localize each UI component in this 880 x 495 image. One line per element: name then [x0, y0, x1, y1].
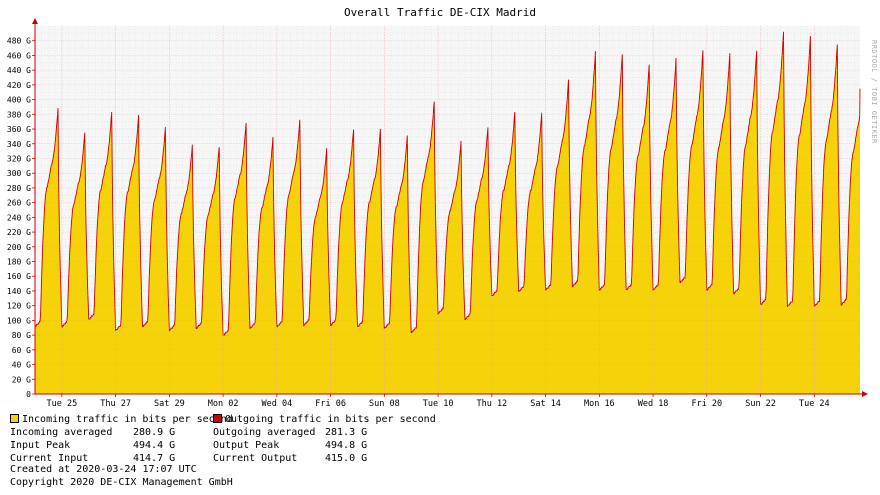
rrdtool-credit: RRDTOOL / TOBI OETIKER	[870, 40, 878, 144]
stat-label: Output Peak	[213, 440, 280, 451]
y-tick-label: 240 G	[7, 213, 31, 222]
y-tick-label: 260 G	[7, 199, 31, 208]
stat-value: 494.8 G	[325, 440, 368, 451]
y-tick-label: 60 G	[12, 346, 31, 355]
stat-incoming-averaged: Incoming averaged 280.9 G	[10, 426, 233, 439]
y-tick-label: 100 G	[7, 316, 31, 325]
incoming-traffic-area	[35, 32, 860, 394]
stat-label: Input Peak	[10, 440, 71, 451]
y-tick-label: 20 G	[12, 375, 31, 384]
stat-output-peak: Output Peak 494.8 G	[213, 439, 436, 452]
y-tick-label: 40 G	[12, 361, 31, 370]
stat-value: 494.4 G	[133, 440, 176, 451]
x-tick-label: Wed 04	[261, 399, 292, 409]
legend-incoming-label: Incoming traffic in bits per second	[22, 414, 233, 425]
outgoing-swatch	[213, 413, 222, 423]
y-axis-arrow	[32, 18, 38, 24]
x-axis-arrow	[862, 391, 868, 397]
y-tick-label: 180 G	[7, 258, 31, 267]
stat-label: Current Input	[10, 453, 89, 464]
outgoing-traffic-line	[34, 31, 861, 336]
stat-current-input: Current Input 414.7 G	[10, 452, 233, 465]
y-tick-label: 220 G	[7, 228, 31, 237]
y-tick-label: 160 G	[7, 272, 31, 281]
y-tick-label: 460 G	[7, 51, 31, 60]
x-tick-label: Wed 18	[638, 399, 669, 409]
x-tick-label: Sat 14	[530, 399, 561, 409]
stat-label: Incoming averaged	[10, 427, 113, 438]
x-tick-label: Mon 02	[208, 399, 239, 409]
outgoing-column: Outgoing traffic in bits per second Outg…	[213, 413, 436, 465]
copyright-notice: Copyright 2020 DE-CIX Management GmbH	[10, 477, 233, 488]
stat-input-peak: Input Peak 494.4 G	[10, 439, 233, 452]
stat-label: Current Output	[213, 453, 298, 464]
stat-label: Outgoing averaged	[213, 427, 316, 438]
x-tick-label: Tue 24	[799, 399, 830, 409]
y-tick-label: 380 G	[7, 110, 31, 119]
x-tick-label: Tue 25	[47, 399, 78, 409]
stat-value: 281.3 G	[325, 427, 368, 438]
chart-svg: 0 20 G 40 G 60 G 80 G 100 G 120 G 140 G 160 G 180…	[7, 18, 868, 409]
stat-outgoing-averaged: Outgoing averaged 281.3 G	[213, 426, 436, 439]
y-tick-label: 360 G	[7, 125, 31, 134]
y-tick-label: 420 G	[7, 81, 31, 90]
y-tick-label: 120 G	[7, 302, 31, 311]
legend-outgoing-label: Outgoing traffic in bits per second	[225, 414, 436, 425]
x-tick-label: Sun 08	[369, 399, 400, 409]
y-tick-label: 80 G	[12, 331, 31, 340]
x-tick-label: Sun 22	[745, 399, 776, 409]
y-tick-label: 0	[26, 390, 31, 399]
created-timestamp: Created at 2020-03-24 17:07 UTC	[10, 464, 197, 475]
legend-stats: Incoming traffic in bits per second Inco…	[10, 413, 870, 493]
y-tick-label: 300 G	[7, 169, 31, 178]
y-tick-label: 480 G	[7, 37, 31, 46]
x-tick-label: Fri 06	[315, 399, 346, 409]
stat-value: 414.7 G	[133, 453, 176, 464]
traffic-chart: Overall Traffic DE-CIX Madrid 0 20 G 40 G 6…	[7, 6, 878, 409]
stat-value: 415.0 G	[325, 453, 368, 464]
y-tick-label: 140 G	[7, 287, 31, 296]
legend-incoming: Incoming traffic in bits per second	[10, 413, 233, 426]
x-tick-label: Sat 29	[154, 399, 185, 409]
stat-value: 280.9 G	[133, 427, 176, 438]
incoming-swatch	[10, 413, 19, 423]
y-tick-label: 280 G	[7, 184, 31, 193]
y-tick-label: 340 G	[7, 140, 31, 149]
legend-outgoing: Outgoing traffic in bits per second	[213, 413, 436, 426]
stat-current-output: Current Output 415.0 G	[213, 452, 436, 465]
y-tick-label: 320 G	[7, 154, 31, 163]
chart-title: Overall Traffic DE-CIX Madrid	[343, 6, 537, 19]
x-tick-label: Fri 20	[691, 399, 722, 409]
y-tick-label: 400 G	[7, 96, 31, 105]
x-tick-label: Tue 10	[423, 399, 454, 409]
x-tick-label: Mon 16	[584, 399, 615, 409]
incoming-column: Incoming traffic in bits per second Inco…	[10, 413, 233, 465]
x-tick-label: Thu 12	[476, 399, 507, 409]
y-tick-label: 440 G	[7, 66, 31, 75]
y-tick-label: 200 G	[7, 243, 31, 252]
x-tick-label: Thu 27	[100, 399, 131, 409]
